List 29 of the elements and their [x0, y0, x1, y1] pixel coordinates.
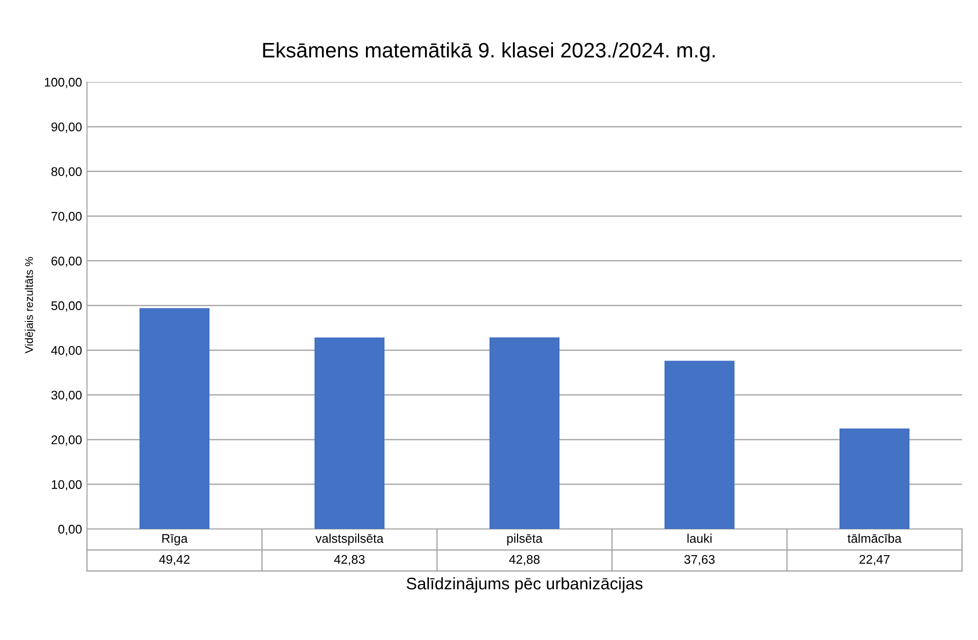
- y-tick-label: 90,00: [51, 122, 82, 133]
- bar: [490, 337, 560, 529]
- y-tick-label: 40,00: [51, 346, 82, 356]
- data-label: 42,88: [509, 555, 540, 566]
- y-tick-label: 70,00: [52, 212, 82, 222]
- y-tick-label: 30,00: [51, 390, 82, 402]
- chart-title: Eksāmens matemātikā 9. klasei 2023./2024. m.g.: [263, 42, 715, 62]
- bar: [314, 338, 384, 529]
- bar: [840, 428, 910, 529]
- data-label: 37,63: [684, 555, 715, 566]
- x-tick-label: tālmācība: [848, 534, 902, 543]
- x-tick-label: Rīga: [162, 534, 188, 546]
- x-tick-label: lauki: [687, 534, 712, 543]
- y-tick-label: 0,00: [58, 524, 82, 536]
- y-tick-label: 80,00: [51, 167, 82, 178]
- data-label: 42,83: [334, 555, 365, 566]
- data-label: 22,47: [859, 555, 890, 566]
- bar: [140, 308, 210, 529]
- y-tick-label: 20,00: [51, 435, 82, 446]
- x-axis-title: Salīdzinājums pēc urbanizācijas: [406, 577, 642, 593]
- y-axis-title: Vidējais rezultāts %: [24, 257, 36, 354]
- y-tick-label: 60,00: [51, 256, 82, 267]
- x-tick-label: valstspilsēta: [316, 534, 384, 546]
- y-tick-label: 100,00: [44, 78, 82, 88]
- data-label: 49,42: [159, 555, 190, 566]
- y-tick-label: 10,00: [52, 480, 82, 490]
- x-tick-label: pilsēta: [507, 534, 543, 546]
- bar: [664, 360, 734, 529]
- y-tick-label: 50,00: [51, 301, 82, 312]
